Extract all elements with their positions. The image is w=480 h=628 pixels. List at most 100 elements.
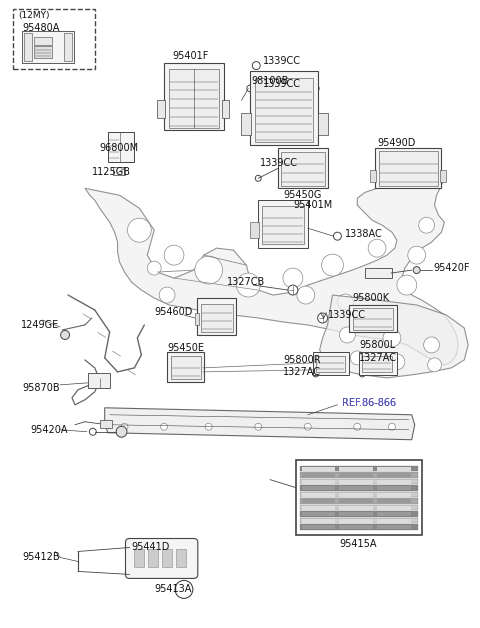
Bar <box>171 356 201 379</box>
Bar <box>258 200 308 248</box>
Bar <box>167 352 204 382</box>
Bar <box>255 77 312 143</box>
Bar <box>302 499 336 503</box>
Circle shape <box>318 313 327 323</box>
Text: 95450G: 95450G <box>283 190 321 200</box>
Bar <box>164 63 224 131</box>
Circle shape <box>60 330 70 340</box>
Bar <box>108 133 134 162</box>
Text: 1339CC: 1339CC <box>327 310 366 320</box>
Circle shape <box>312 85 319 92</box>
Bar <box>222 100 229 119</box>
Bar <box>441 170 446 182</box>
Bar <box>339 486 373 490</box>
FancyBboxPatch shape <box>125 538 198 578</box>
Circle shape <box>195 256 223 284</box>
Text: 1327AC: 1327AC <box>283 367 321 377</box>
Bar <box>300 511 418 517</box>
Polygon shape <box>85 172 458 365</box>
Circle shape <box>159 287 175 303</box>
Bar <box>339 492 373 497</box>
Bar <box>375 148 442 188</box>
Text: 95800R: 95800R <box>283 355 321 365</box>
Bar <box>241 114 252 136</box>
Bar <box>377 473 411 477</box>
Bar <box>302 467 336 470</box>
Bar <box>302 512 336 516</box>
Bar <box>35 36 52 45</box>
Circle shape <box>161 423 168 430</box>
Circle shape <box>147 261 161 275</box>
Bar <box>302 492 336 497</box>
Bar <box>35 46 52 58</box>
Bar <box>100 420 112 428</box>
Bar <box>300 517 418 523</box>
Bar <box>262 206 304 244</box>
Text: 95415A: 95415A <box>339 539 377 550</box>
Bar <box>312 352 349 375</box>
Bar <box>250 222 259 238</box>
Bar <box>300 485 418 490</box>
Text: 95401F: 95401F <box>172 51 208 60</box>
Text: 1125GB: 1125GB <box>92 167 131 177</box>
Bar <box>339 480 373 484</box>
Text: 95420A: 95420A <box>30 425 68 435</box>
Bar <box>302 519 336 522</box>
Bar <box>169 68 218 128</box>
Bar <box>113 167 124 175</box>
Circle shape <box>89 428 96 435</box>
Bar <box>339 525 373 529</box>
Text: 95460D: 95460D <box>154 307 192 317</box>
Bar <box>353 308 393 330</box>
Bar <box>377 525 411 529</box>
Bar <box>197 298 237 335</box>
Circle shape <box>350 351 364 365</box>
Bar <box>349 305 397 332</box>
Bar <box>300 492 418 497</box>
Bar <box>201 304 233 332</box>
Text: 96800M: 96800M <box>100 143 139 153</box>
Bar <box>278 148 327 188</box>
Bar <box>379 151 439 187</box>
Bar <box>300 498 418 504</box>
Bar <box>134 550 144 568</box>
Bar <box>377 486 411 490</box>
Text: 98100B: 98100B <box>252 75 288 85</box>
Circle shape <box>297 286 315 304</box>
Text: 95490D: 95490D <box>377 138 416 148</box>
Text: 95441D: 95441D <box>132 543 170 553</box>
Text: 95800L: 95800L <box>359 340 396 350</box>
Text: 95480A: 95480A <box>23 23 60 33</box>
Circle shape <box>255 423 262 430</box>
Circle shape <box>359 371 365 377</box>
Circle shape <box>252 62 260 70</box>
Text: REF.86-866: REF.86-866 <box>342 398 396 408</box>
Polygon shape <box>320 295 468 378</box>
Circle shape <box>354 423 361 430</box>
Bar <box>339 519 373 522</box>
Circle shape <box>408 246 426 264</box>
Circle shape <box>339 327 355 343</box>
Bar <box>24 33 32 60</box>
Bar <box>300 479 418 484</box>
Circle shape <box>237 273 260 297</box>
Bar <box>300 504 418 510</box>
Bar <box>300 466 418 471</box>
Circle shape <box>322 254 343 276</box>
Bar <box>377 512 411 516</box>
Text: 1338AC: 1338AC <box>346 229 383 239</box>
Bar <box>377 519 411 522</box>
Bar <box>176 550 186 568</box>
Circle shape <box>312 371 319 377</box>
Text: 95412B: 95412B <box>23 553 60 563</box>
Circle shape <box>164 245 184 265</box>
Bar <box>339 473 373 477</box>
Text: 1327AC: 1327AC <box>359 353 397 363</box>
Bar <box>377 492 411 497</box>
Bar <box>362 356 392 372</box>
Circle shape <box>218 307 234 323</box>
Bar <box>377 467 411 470</box>
Text: 95413A: 95413A <box>154 585 192 594</box>
Bar <box>365 268 392 278</box>
Circle shape <box>128 218 151 242</box>
